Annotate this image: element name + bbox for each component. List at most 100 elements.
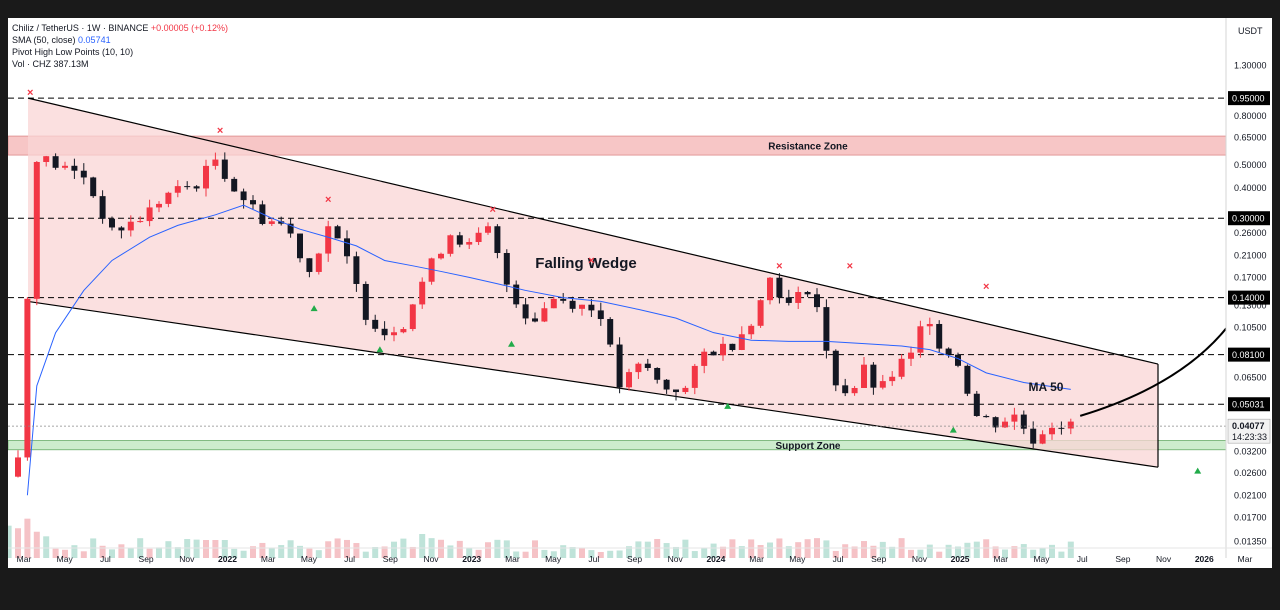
candle-body	[663, 379, 670, 390]
candle-body	[325, 226, 332, 254]
candle-body	[250, 200, 256, 205]
candle	[221, 152, 228, 182]
candle-body	[579, 304, 585, 309]
pivot-low-marker	[376, 346, 384, 353]
pivot-low-marker	[1194, 467, 1202, 474]
candle	[532, 312, 538, 323]
level-price-tag-label: 0.95000	[1232, 94, 1265, 104]
candle-body	[306, 258, 313, 272]
candle	[127, 215, 134, 237]
candle-body	[485, 226, 491, 233]
pivot-high-marker: ×	[325, 194, 331, 206]
volume-bar	[315, 550, 322, 558]
candle	[80, 163, 87, 185]
sma-value: 0.05741	[78, 35, 111, 45]
x-tick-label: Sep	[627, 554, 642, 564]
candle-body	[447, 235, 454, 254]
volume-bar	[381, 546, 388, 558]
vol-label: Vol · CHZ	[12, 59, 52, 69]
candle-body	[109, 218, 115, 228]
candle-body	[33, 161, 40, 299]
volume-bar	[268, 547, 275, 558]
candle-body	[268, 221, 275, 224]
candle	[626, 368, 632, 391]
x-tick-label: Nov	[912, 554, 928, 564]
candle-body	[738, 334, 745, 350]
volume-bar	[15, 528, 21, 558]
volume-bar	[109, 549, 115, 558]
candle-body	[748, 325, 755, 335]
price-chart[interactable]: Resistance Zone Support Zone Falling Wedge…	[8, 18, 1272, 568]
candle-body	[174, 186, 181, 193]
candle	[607, 317, 614, 348]
candle-body	[466, 242, 473, 245]
volume-bar	[24, 518, 31, 558]
candle-body	[879, 381, 886, 388]
volume-bar	[1039, 548, 1046, 558]
volume-bar	[804, 539, 811, 558]
y-tick-label: 0.10500	[1234, 323, 1267, 333]
volume-bar	[485, 542, 491, 558]
candle	[569, 296, 576, 313]
candle-body	[1067, 421, 1074, 429]
candle-body	[334, 226, 341, 239]
candle-body	[673, 389, 679, 393]
legend-pivot-row: Pivot High Low Points (10, 10)	[12, 46, 228, 58]
candle-body	[541, 308, 548, 322]
volume-bar	[1030, 549, 1037, 558]
volume-bar	[879, 541, 886, 558]
candle-body	[522, 304, 529, 319]
volume-bar	[785, 546, 792, 558]
candle-body	[127, 221, 134, 231]
volume-bar	[372, 546, 379, 558]
level-price-tag-label: 0.30000	[1232, 214, 1265, 224]
candle	[898, 354, 905, 380]
candle-body	[917, 326, 924, 353]
candle-body	[62, 165, 68, 168]
candle-body	[231, 178, 238, 192]
candle	[579, 304, 585, 316]
candle-body	[475, 232, 482, 243]
volume-bar	[325, 541, 332, 558]
x-tick-label: Nov	[668, 554, 684, 564]
y-tick-label: 0.65000	[1234, 133, 1267, 143]
volume-bar	[945, 544, 952, 558]
level-price-tag-label: 0.14000	[1232, 293, 1265, 303]
volume-bar	[964, 542, 971, 558]
volume-bar	[193, 539, 200, 558]
candle	[804, 290, 811, 298]
volume-bar	[71, 545, 78, 558]
volume-bar	[8, 525, 12, 558]
candle	[1049, 422, 1055, 440]
volume-bar	[62, 549, 68, 558]
candle	[691, 363, 698, 395]
candle	[964, 364, 971, 397]
x-tick-label: 2026	[1195, 554, 1214, 564]
volume-bar	[597, 551, 604, 558]
ma-50-label: MA 50	[1029, 380, 1064, 394]
candle	[203, 159, 209, 197]
x-tick-label: Mar	[1238, 554, 1253, 564]
candle	[1058, 421, 1065, 435]
x-tick-label: Mar	[505, 554, 520, 564]
candle	[710, 350, 717, 356]
candle	[785, 289, 792, 306]
candle-body	[165, 192, 172, 204]
volume-bar	[795, 542, 802, 558]
x-tick-label: Jul	[588, 554, 599, 564]
volume-bar	[560, 545, 567, 558]
level-price-tag	[1228, 290, 1270, 305]
time-axis-bg	[8, 558, 1272, 568]
volume-bar	[391, 541, 397, 558]
volume-bar	[231, 548, 238, 558]
candle	[616, 337, 623, 394]
candle-body	[729, 343, 736, 350]
x-tick-label: May	[545, 554, 562, 564]
volume-bar	[297, 545, 303, 558]
candle-body	[1030, 428, 1037, 444]
candle	[973, 390, 980, 417]
candle	[297, 233, 303, 263]
candle-body	[832, 350, 839, 386]
candle-body	[372, 319, 379, 329]
volume-bar	[757, 545, 764, 558]
